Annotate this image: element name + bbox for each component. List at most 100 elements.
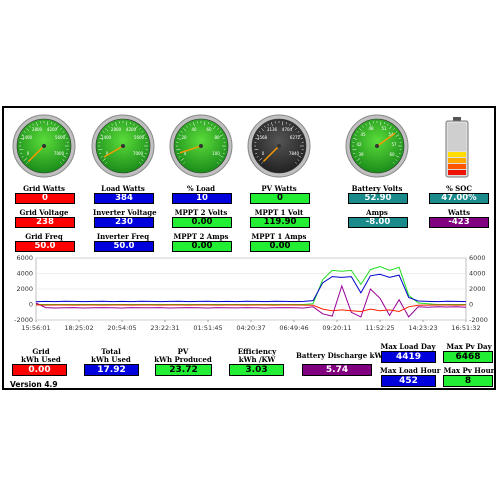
- inverter-voltage-label: Inverter Voltage: [93, 208, 157, 217]
- mppt1-amps-value: 0.00: [250, 241, 310, 252]
- efficiency-value: 3.03: [229, 364, 284, 376]
- grid-watts-value: 0: [15, 193, 75, 204]
- series-line: [35, 284, 467, 318]
- load-percent-gauge: 40 60 20 80 0 100: [169, 114, 233, 178]
- gauge-needle: [262, 145, 280, 163]
- battery-volts-value: 52.90: [348, 193, 408, 204]
- gauge-tick-label: 51: [381, 126, 387, 131]
- grid-watts-gauge: 2800 4200 1400 5600 0 7000: [12, 114, 76, 178]
- x-tick-label: 11:52:25: [365, 324, 394, 332]
- total-kwh-label-2: kWh Used: [91, 355, 131, 364]
- gauge-needle: [103, 145, 124, 158]
- grid-kwh-label-2: kWh Used: [21, 355, 61, 364]
- gauge-tick-label: 5600: [134, 135, 145, 140]
- battery-discharge-value: 5.74: [302, 364, 372, 376]
- max-load-day-label: Max Load Day: [380, 342, 436, 351]
- total-kwh-value: 17.92: [84, 364, 139, 376]
- pv-kwh-value: 23.72: [155, 364, 212, 376]
- pct-load-value: 10: [172, 193, 232, 204]
- mppt2-amps-label: MPPT 2 Amps: [173, 232, 229, 241]
- x-tick-label: 09:20:11: [322, 324, 351, 332]
- dashboard-frame: 2800 4200 1400 5600 0 7000 2800 4200 1400 5600 0 7…: [2, 106, 496, 390]
- x-tick-label: 04:20:37: [236, 324, 265, 332]
- watts-value: -423: [429, 217, 489, 228]
- amps-value: -8.00: [348, 217, 408, 228]
- y-tick-label: 6000: [16, 254, 33, 262]
- y2-tick-label: 6000: [469, 254, 486, 262]
- y2-tick-label: 4000: [469, 270, 486, 278]
- y2-tick-label: 0: [469, 301, 473, 309]
- grid-voltage-label: Grid Voltage: [19, 208, 69, 217]
- x-tick-label: 16:51:32: [451, 324, 480, 332]
- pv-kwh-label-2: kWh Produced: [154, 355, 212, 364]
- gauge-tick-label: 40: [191, 127, 197, 132]
- gauge-tick-label: 4200: [47, 127, 58, 132]
- x-tick-label: 06:49:46: [279, 324, 308, 332]
- x-tick-label: 23:22:31: [150, 324, 179, 332]
- amps-label: Amps: [366, 208, 388, 217]
- gauge-tick-label: 45: [360, 132, 366, 137]
- gauge-tick-label: 5600: [55, 135, 66, 140]
- gauge-tick-label: 80: [214, 135, 220, 140]
- max-load-hour-label: Max Load Hour: [380, 366, 441, 375]
- gauge-tick-label: 0: [184, 151, 187, 156]
- series-line: [35, 273, 467, 303]
- pct-load-label: % Load: [186, 184, 216, 193]
- pv-watts-value: 0: [250, 193, 310, 204]
- gauge-needle: [27, 145, 45, 163]
- grid-kwh-label-1: Grid: [32, 347, 50, 356]
- pv-watts-label: PV Watts: [261, 184, 297, 193]
- version-label: Version 4.9: [10, 380, 58, 389]
- max-load-day-value: 4419: [381, 351, 436, 363]
- x-tick-label: 01:51:45: [193, 324, 222, 332]
- gauge-tick-label: 1400: [101, 135, 112, 140]
- y-tick-label: 2000: [16, 285, 33, 293]
- efficiency-label-1: Efficiency: [237, 347, 277, 356]
- gauge-tick-label: 0: [106, 151, 109, 156]
- gauge-tick-label: 1400: [22, 135, 33, 140]
- x-tick-label: 18:25:02: [64, 324, 93, 332]
- battery-discharge-label: Battery Discharge kWh: [296, 351, 388, 360]
- series-line: [36, 265, 466, 305]
- gauge-tick-label: 60: [206, 127, 212, 132]
- gauge-tick-label: 0: [27, 151, 30, 156]
- grid-freq-value: 50.0: [15, 241, 75, 252]
- series-line: [35, 304, 467, 313]
- gauge-tick-label: 54: [388, 132, 394, 137]
- gauge-tick-label: 57: [391, 142, 397, 147]
- gauge-tick-label: 20: [181, 135, 187, 140]
- inverter-freq-value: 50.0: [94, 241, 154, 252]
- grid-freq-label: Grid Freq: [25, 232, 63, 241]
- max-pv-hour-label: Max Pv Hour: [443, 366, 495, 375]
- max-load-hour-value: 452: [381, 375, 436, 387]
- max-pv-hour-value: 8: [443, 375, 493, 387]
- y2-tick-label: 2000: [469, 285, 486, 293]
- pv-kwh-label-1: PV: [177, 347, 189, 356]
- mppt1-volt-value: 119.90: [250, 217, 310, 228]
- max-pv-day-value: 6468: [443, 351, 493, 363]
- load-watts-gauge: 2800 4200 1400 5600 0 7000: [91, 114, 155, 178]
- mppt1-volt-label: MPPT 1 Volt: [254, 208, 304, 217]
- gauge-tick-label: 3136: [267, 127, 278, 132]
- y-tick-label: 4000: [16, 270, 33, 278]
- pv-watts-gauge: 3136 4704 1568 6272 0 7840: [247, 114, 311, 178]
- gauge-tick-label: 7840: [289, 151, 300, 156]
- gauge-tick-label: 2800: [32, 127, 43, 132]
- gauge-tick-label: 7000: [133, 151, 144, 156]
- x-tick-label: 15:56:01: [21, 324, 50, 332]
- mppt2-amps-value: 0.00: [172, 241, 232, 252]
- battery-icon: [445, 117, 469, 178]
- soc-value: 47.00%: [429, 193, 489, 204]
- gauge-needle: [179, 145, 202, 154]
- grid-watts-label: Grid Watts: [23, 184, 65, 193]
- gauge-tick-label: 7000: [54, 151, 65, 156]
- efficiency-label-2: kWh /KW: [238, 355, 276, 364]
- load-watts-label: Load Watts: [101, 184, 145, 193]
- mppt1-amps-label: MPPT 1 Amps: [251, 232, 307, 241]
- gauge-needle: [376, 132, 396, 147]
- watts-label: Watts: [447, 208, 471, 217]
- inverter-voltage-value: 230: [94, 217, 154, 228]
- gauge-tick-label: 42: [356, 142, 362, 147]
- load-watts-value: 384: [94, 193, 154, 204]
- gauge-tick-label: 6272: [290, 135, 301, 140]
